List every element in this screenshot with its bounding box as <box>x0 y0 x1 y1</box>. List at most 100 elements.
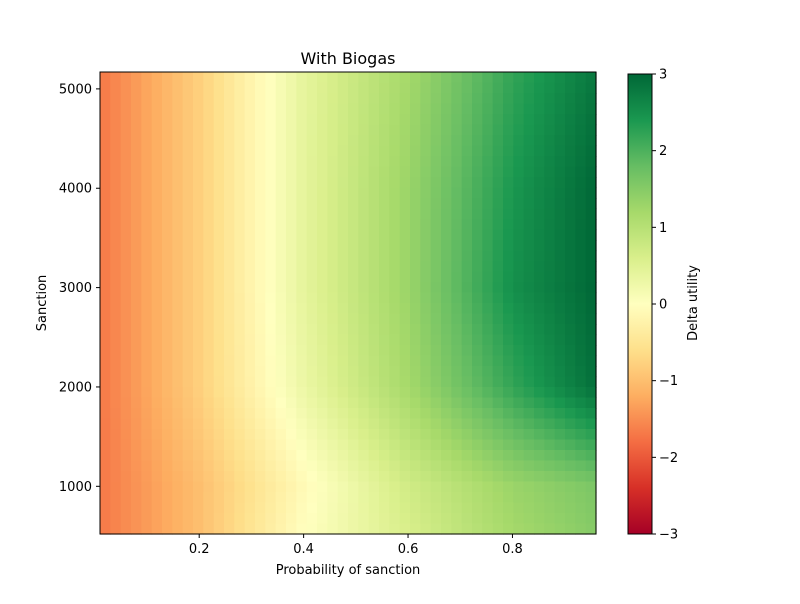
heatmap-cell <box>503 397 514 409</box>
heatmap-cell <box>523 513 535 525</box>
heatmap-cell <box>265 261 277 273</box>
heatmap-cell <box>492 345 504 357</box>
heatmap-cell <box>492 408 504 420</box>
heatmap-cell <box>472 303 483 315</box>
heatmap-cell <box>120 502 132 514</box>
heatmap-cell <box>389 103 401 115</box>
heatmap-cell <box>131 429 142 441</box>
heatmap-cell <box>182 397 194 409</box>
heatmap-cell <box>575 418 587 430</box>
heatmap-cell <box>358 513 370 525</box>
heatmap-cell <box>337 271 349 283</box>
heatmap-cell <box>317 219 328 231</box>
heatmap-cell <box>120 135 132 147</box>
heatmap-cell <box>306 135 318 147</box>
heatmap-cell <box>482 156 494 168</box>
heatmap-cell <box>410 492 421 504</box>
heatmap-cell <box>131 502 142 514</box>
heatmap-cell <box>482 492 494 504</box>
heatmap-cell <box>565 103 576 115</box>
heatmap-cell <box>410 460 421 472</box>
heatmap-cell <box>441 103 452 115</box>
heatmap-cell <box>203 492 215 504</box>
heatmap-cell <box>162 124 173 136</box>
heatmap-cell <box>244 93 256 105</box>
heatmap-cell <box>410 135 421 147</box>
heatmap-cell <box>182 303 194 315</box>
heatmap-cell <box>265 114 277 126</box>
heatmap-cell <box>131 156 142 168</box>
heatmap-cell <box>286 439 297 451</box>
heatmap-cell <box>565 124 576 136</box>
heatmap-cell <box>451 523 463 535</box>
heatmap-cell <box>317 450 328 462</box>
heatmap-cell <box>368 124 380 136</box>
heatmap-cell <box>255 366 266 378</box>
heatmap-cell <box>224 313 235 325</box>
heatmap-cell <box>141 460 153 472</box>
colorbar-tick-label: −2 <box>659 451 678 466</box>
heatmap-cell <box>492 82 504 94</box>
heatmap-cell <box>234 240 246 252</box>
heatmap-cell <box>193 387 204 399</box>
heatmap-cell <box>234 208 246 220</box>
heatmap-cell <box>265 229 277 241</box>
heatmap-cell <box>172 271 184 283</box>
heatmap-cell <box>585 261 597 273</box>
heatmap-cell <box>482 261 494 273</box>
heatmap-cell <box>575 397 587 409</box>
heatmap-cell <box>420 471 432 483</box>
heatmap-cell <box>585 439 597 451</box>
heatmap-cell <box>306 439 318 451</box>
heatmap-cell <box>389 481 401 493</box>
heatmap-cell <box>203 460 215 472</box>
heatmap-cell <box>244 103 256 115</box>
heatmap-cell <box>162 166 173 178</box>
heatmap-cell <box>265 166 277 178</box>
heatmap-cell <box>172 187 184 199</box>
heatmap-cell <box>337 177 349 189</box>
heatmap-cell <box>441 156 452 168</box>
heatmap-cell <box>337 450 349 462</box>
heatmap-cell <box>368 198 380 210</box>
heatmap-cell <box>255 324 266 336</box>
heatmap-cell <box>472 502 483 514</box>
heatmap-cell <box>100 282 111 294</box>
heatmap-cell <box>410 303 421 315</box>
heatmap-cell <box>482 439 494 451</box>
heatmap-cell <box>472 450 483 462</box>
heatmap-cell <box>358 376 370 388</box>
heatmap-cell <box>182 219 194 231</box>
heatmap-cell <box>544 429 556 441</box>
heatmap-cell <box>379 240 390 252</box>
heatmap-cell <box>544 250 556 262</box>
heatmap-cell <box>534 177 545 189</box>
heatmap-cell <box>492 471 504 483</box>
heatmap-cell <box>275 156 287 168</box>
heatmap-cell <box>265 397 277 409</box>
heatmap-cell <box>327 187 339 199</box>
heatmap-cell <box>348 219 359 231</box>
heatmap-cell <box>141 114 153 126</box>
heatmap-cell <box>461 240 473 252</box>
heatmap-cell <box>151 124 163 136</box>
heatmap-cell <box>544 93 556 105</box>
heatmap-cell <box>120 82 132 94</box>
heatmap-cell <box>503 114 514 126</box>
heatmap-cell <box>265 471 277 483</box>
heatmap-cell <box>151 250 163 262</box>
heatmap-cell <box>389 261 401 273</box>
heatmap-cell <box>472 345 483 357</box>
heatmap-cell <box>503 450 514 462</box>
heatmap-cell <box>585 481 597 493</box>
heatmap-cell <box>430 481 442 493</box>
heatmap-cell <box>523 313 535 325</box>
heatmap-cell <box>234 334 246 346</box>
heatmap-cell <box>337 103 349 115</box>
heatmap-cell <box>120 418 132 430</box>
heatmap-cell <box>420 292 432 304</box>
heatmap-cell <box>565 208 576 220</box>
heatmap-cell <box>317 292 328 304</box>
heatmap-cell <box>327 345 339 357</box>
heatmap-cell <box>327 324 339 336</box>
